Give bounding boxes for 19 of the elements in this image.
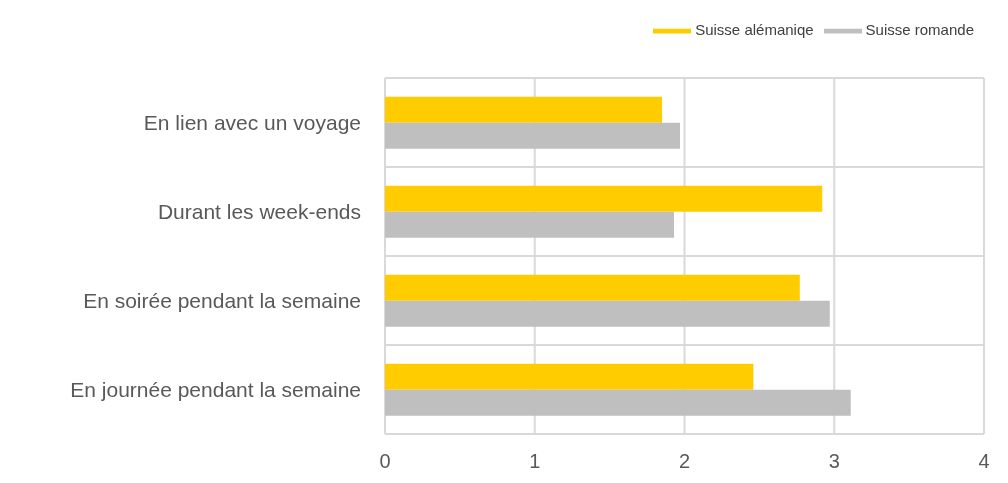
y-tick-label: En lien avec un voyage [143,110,361,134]
bar [385,211,675,238]
legend-label: Suisse romande [865,20,974,38]
bar [385,363,754,390]
bar [385,274,800,301]
y-tick-label: Durant les week-ends [157,199,361,223]
bar [385,185,823,212]
x-tick-label: 0 [379,450,391,473]
bar [385,389,851,416]
bar [385,300,830,327]
x-tick-label: 3 [828,450,840,473]
legend-label: Suisse alémaniqe [695,20,814,38]
y-tick-label: En soirée pendant la semaine [83,288,361,312]
x-tick-label: 4 [978,450,990,473]
bar [385,122,681,149]
bar [385,96,663,123]
y-tick-label: En journée pendant la semaine [70,377,361,401]
x-tick-label: 1 [529,450,541,473]
x-tick-label: 2 [678,450,691,473]
